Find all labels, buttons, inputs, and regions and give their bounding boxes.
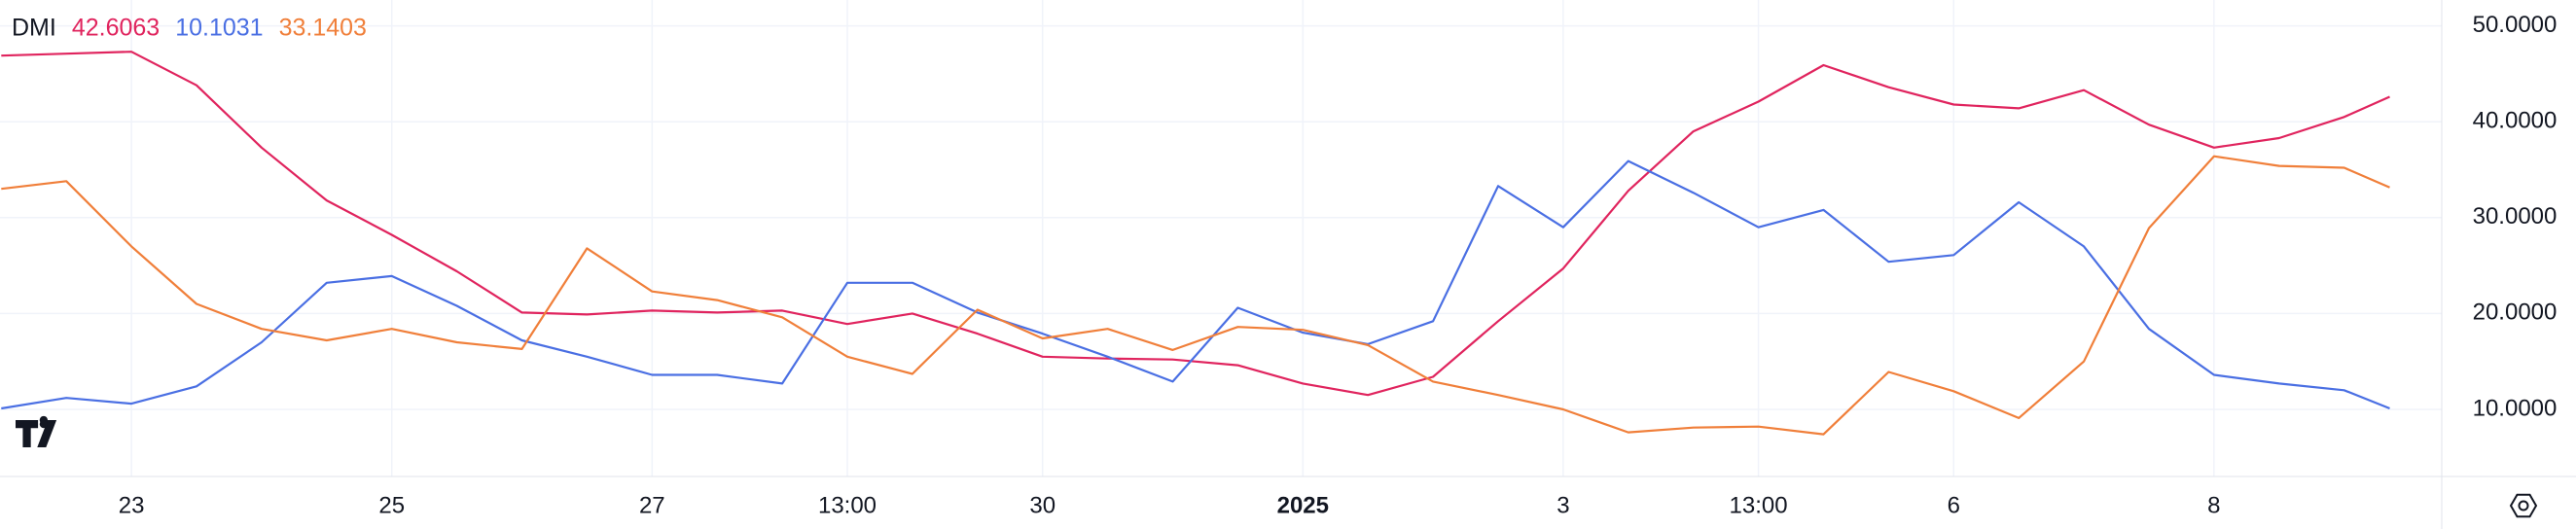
x-tick-label: 13:00 — [818, 492, 877, 518]
x-tick-label: 30 — [1029, 492, 1055, 518]
x-tick-label: 8 — [2207, 492, 2220, 518]
y-tick-label: 40.0000 — [2473, 108, 2558, 134]
grid — [0, 0, 2442, 476]
lines — [1, 51, 2390, 436]
x-tick-label: 27 — [639, 492, 665, 518]
series-line — [1, 51, 2390, 397]
y-tick-label: 50.0000 — [2473, 12, 2558, 38]
settings-icon[interactable] — [2509, 493, 2538, 518]
legend-title: DMI — [12, 15, 56, 42]
x-tick-label: 23 — [119, 492, 145, 518]
x-tick-label: 25 — [378, 492, 405, 518]
y-tick-label: 30.0000 — [2473, 203, 2558, 229]
tradingview-logo — [16, 415, 57, 448]
legend: DMI 42.6063 10.1031 33.1403 — [12, 15, 367, 42]
x-tick-label: 13:00 — [1730, 492, 1788, 518]
y-tick-label: 20.0000 — [2473, 300, 2558, 326]
x-tick-label: 2025 — [1277, 492, 1329, 518]
series-line — [1, 155, 2390, 436]
series-line — [1, 159, 2390, 410]
x-tick-label: 3 — [1556, 492, 1569, 518]
legend-value: 42.6063 — [72, 15, 160, 42]
legend-value: 33.1403 — [279, 15, 367, 42]
y-tick-label: 10.0000 — [2473, 395, 2558, 421]
x-tick-label: 6 — [1948, 492, 1960, 518]
legend-value: 10.1031 — [175, 15, 263, 42]
